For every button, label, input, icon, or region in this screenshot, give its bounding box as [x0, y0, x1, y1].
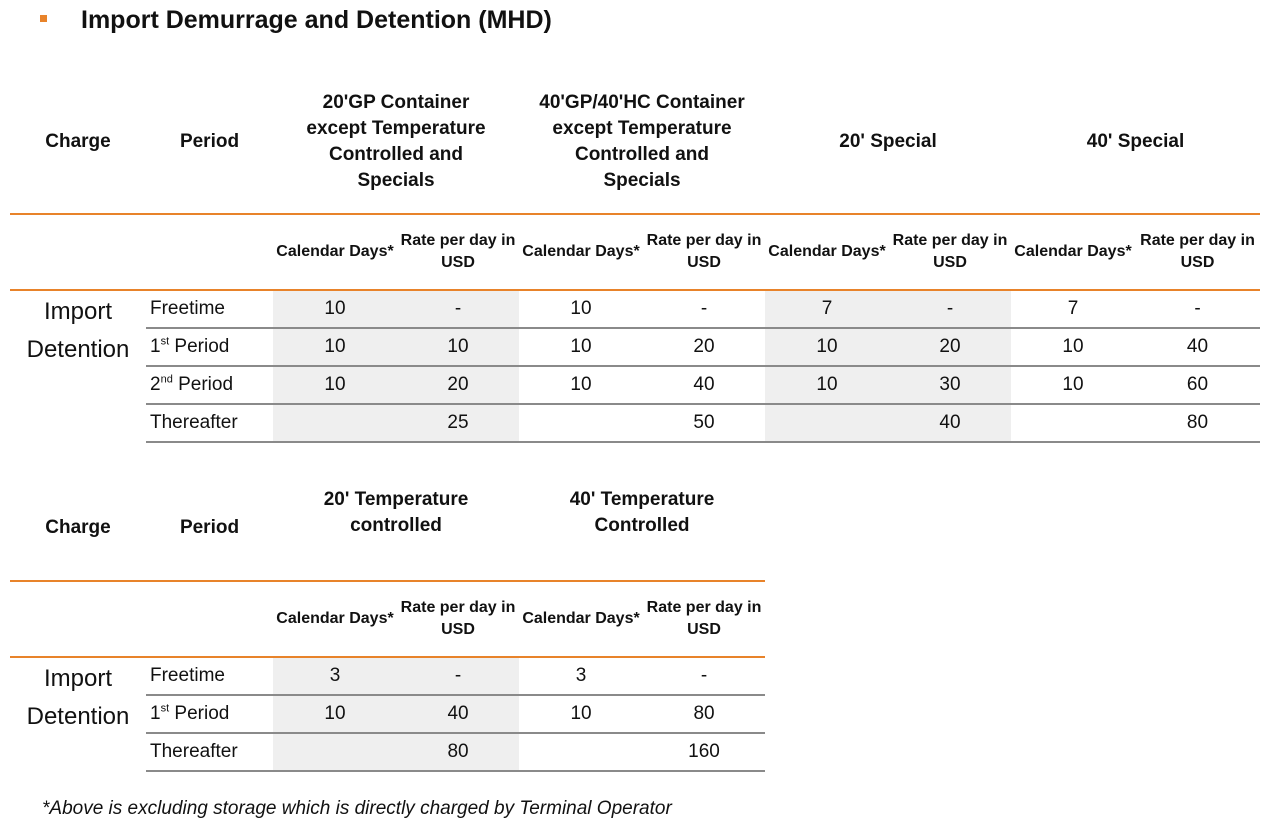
- value-cell: 10: [273, 290, 397, 329]
- value-cell: 20: [643, 328, 765, 367]
- charge-header: Charge: [45, 516, 111, 538]
- value-cell: -: [397, 290, 519, 329]
- value-cell: 20: [889, 328, 1011, 367]
- charge-cell: Import Detention: [10, 657, 146, 771]
- value-cell: 20: [397, 366, 519, 405]
- period-cell: Thereafter: [146, 404, 273, 443]
- value-cell: 80: [643, 695, 766, 734]
- value-cell: 10: [397, 328, 519, 367]
- calendar-days-header: Calendar Days*: [765, 213, 889, 291]
- charge-label: Detention: [26, 703, 130, 730]
- value-cell: [765, 404, 889, 443]
- value-cell: 3: [273, 657, 397, 696]
- calendar-days-header: Calendar Days*: [273, 213, 397, 291]
- calendar-days-header: Calendar Days*: [519, 580, 644, 658]
- charge-label: Import: [43, 298, 112, 325]
- period-header: Period: [179, 130, 240, 152]
- group-header: 40'GP/40'HC Container except Temperature…: [539, 91, 745, 191]
- value-cell: 10: [273, 328, 397, 367]
- sub-header-row: Calendar Days* Rate per day in USD Calen…: [10, 580, 766, 658]
- group-header: 20'GP Container except Temperature Contr…: [306, 91, 486, 191]
- value-cell: -: [643, 290, 765, 329]
- table-row: Thereafter 80 160: [10, 733, 766, 772]
- title-row: Import Demurrage and Detention (MHD): [40, 2, 552, 38]
- period-cell: Thereafter: [146, 733, 273, 772]
- charge-cell: Import Detention: [10, 290, 146, 442]
- value-cell: [519, 404, 643, 443]
- value-cell: 80: [1135, 404, 1260, 443]
- table-row: Import Detention Freetime 10 - 10 - 7 - …: [10, 290, 1260, 363]
- rate-header: Rate per day in USD: [643, 213, 765, 291]
- calendar-days-header: Calendar Days*: [1011, 213, 1135, 291]
- value-cell: [1011, 404, 1135, 443]
- value-cell: 10: [1011, 328, 1135, 367]
- table-row: Import Detention Freetime 3 - 3 -: [10, 657, 766, 730]
- group-header: 40' Temperature Controlled: [569, 489, 715, 536]
- charge-header: Charge: [45, 130, 111, 152]
- value-cell: 10: [273, 695, 397, 734]
- value-cell: 10: [273, 366, 397, 405]
- charge-label: Detention: [26, 336, 130, 363]
- value-cell: 60: [1135, 366, 1260, 405]
- value-cell: 3: [519, 657, 644, 696]
- calendar-days-header: Calendar Days*: [519, 213, 643, 291]
- rate-header: Rate per day in USD: [643, 580, 766, 658]
- square-bullet-icon: [40, 14, 47, 22]
- period-cell: 1st Period: [146, 695, 273, 734]
- calendar-days-header: Calendar Days*: [273, 580, 397, 658]
- table-row: 1st Period 10 10 10 20 10 20 10 40: [10, 328, 1260, 367]
- value-cell: 10: [519, 328, 643, 367]
- group-header-row: Charge Period 20'GP Container except Tem…: [10, 70, 1260, 214]
- value-cell: 7: [1011, 290, 1135, 329]
- value-cell: -: [889, 290, 1011, 329]
- value-cell: 160: [643, 733, 766, 772]
- value-cell: 80: [397, 733, 520, 772]
- period-cell: Freetime: [146, 657, 273, 696]
- period-cell: Freetime: [146, 290, 273, 329]
- value-cell: 10: [519, 695, 644, 734]
- value-cell: 40: [1135, 328, 1260, 367]
- value-cell: 40: [889, 404, 1011, 443]
- group-header: 20' Special: [839, 130, 937, 152]
- rate-header: Rate per day in USD: [397, 213, 519, 291]
- value-cell: 10: [1011, 366, 1135, 405]
- general-detention-table: Charge Period 20'GP Container except Tem…: [10, 70, 1260, 443]
- value-cell: 7: [765, 290, 889, 329]
- group-header: 20' Temperature controlled: [323, 489, 469, 536]
- sub-header-row: Calendar Days* Rate per day in USD Calen…: [10, 213, 1260, 291]
- rate-header: Rate per day in USD: [1135, 213, 1260, 291]
- table-row: 2nd Period 10 20 10 40 10 30 10 60: [10, 366, 1260, 405]
- value-cell: 10: [765, 366, 889, 405]
- footnote: *Above is excluding storage which is dir…: [42, 798, 672, 819]
- value-cell: [273, 733, 397, 772]
- rate-header: Rate per day in USD: [397, 580, 520, 658]
- value-cell: 10: [765, 328, 889, 367]
- value-cell: [273, 404, 397, 443]
- group-header-row: Charge Period 20' Temperature controlled…: [10, 475, 765, 581]
- value-cell: -: [643, 657, 766, 696]
- table-row: 1st Period 10 40 10 80: [10, 695, 766, 734]
- group-header: 40' Special: [1086, 130, 1185, 152]
- value-cell: 10: [519, 290, 643, 329]
- value-cell: 40: [397, 695, 520, 734]
- period-cell: 1st Period: [146, 328, 273, 367]
- value-cell: -: [397, 657, 520, 696]
- value-cell: 10: [519, 366, 643, 405]
- rate-header: Rate per day in USD: [889, 213, 1011, 291]
- page-title: Import Demurrage and Detention (MHD): [81, 5, 552, 34]
- value-cell: 25: [397, 404, 519, 443]
- period-cell: 2nd Period: [146, 366, 273, 405]
- value-cell: 30: [889, 366, 1011, 405]
- value-cell: 50: [643, 404, 765, 443]
- value-cell: [519, 733, 644, 772]
- value-cell: -: [1135, 290, 1260, 329]
- value-cell: 40: [643, 366, 765, 405]
- table-row: Thereafter 25 50 40 80: [10, 404, 1260, 443]
- period-header: Period: [179, 516, 240, 538]
- charge-label: Import: [43, 665, 112, 692]
- temperature-controlled-table: Charge Period 20' Temperature controlled…: [10, 475, 766, 772]
